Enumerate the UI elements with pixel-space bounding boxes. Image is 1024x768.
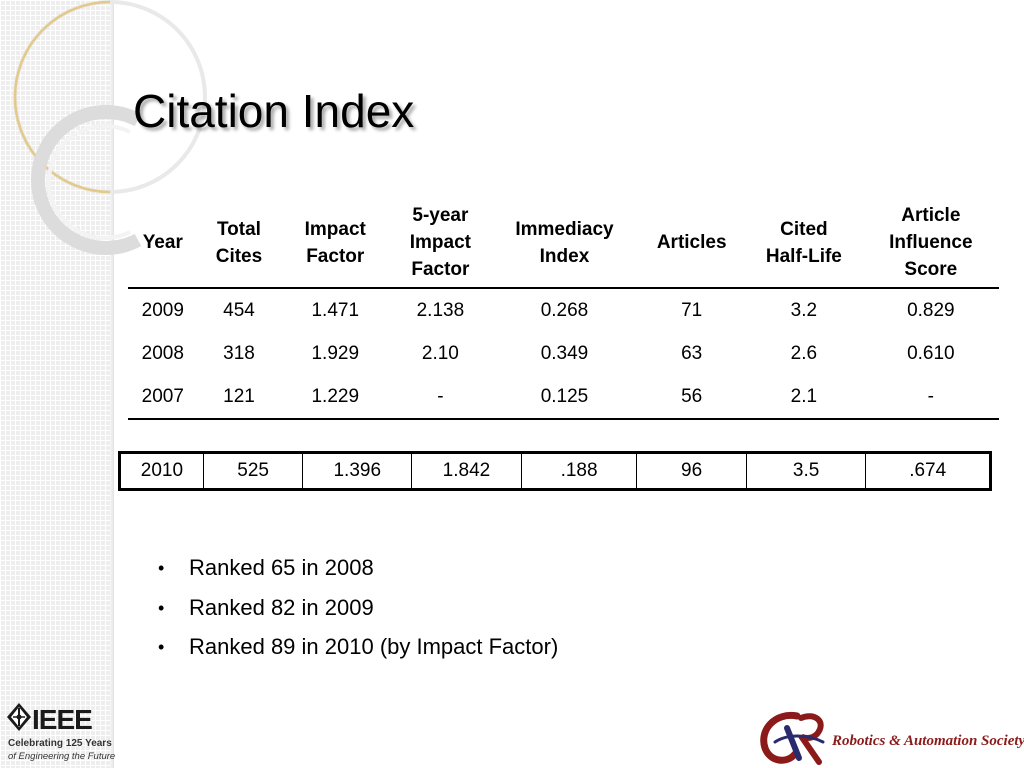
column-header-line: Impact [409,232,471,253]
sidebar-edge [110,0,114,768]
table-cell: 2007 [128,375,198,420]
summary-cell: 1.842 [411,452,522,490]
column-header-line: Influence [889,232,973,253]
table-row: 2007 121 1.229-0.125 56 2.1- [128,375,999,420]
list-item: • Ranked 89 in 2010 (by Impact Factor) [158,632,559,672]
table-cell: 0.268 [540,299,589,321]
ieee-wordmark: IEEE [32,704,93,735]
column-header-line: Immediacy [515,218,614,240]
list-item: • Ranked 82 in 2009 [158,593,558,633]
column-header: Article Influence Score [862,198,999,289]
table-cell: 318 [223,342,255,364]
list-item-text: Ranked 82 in 2009 [189,594,374,620]
table-cell: 2.10 [421,342,459,364]
column-header: Cited Half-Life [745,198,863,289]
citation-table-body: 2009 454 1.471 2.138 0.268 71 3.2 0.829 2008 318 1… [128,288,999,420]
table-cell: 71 [681,299,703,321]
list-item-text: Ranked 65 in 2008 [189,555,374,580]
table-cell: 56 [638,375,746,420]
column-header-line: Half-Life [765,245,842,267]
list-item-text: Ranked 89 in 2010 (by Impact Factor) [189,634,559,659]
citation-table: Year Total Cites Impact Factor 5-year Impact Fa… [128,198,999,420]
table-cell: - [390,375,491,420]
column-header-line: Articles [656,232,727,253]
table-header-row: Year Total Cites Impact Factor 5-year Impact Fa… [128,198,999,289]
column-header: Immediacy Index [490,198,639,289]
summary-cell: 96 [636,452,747,490]
table-cell: 3.2 [790,299,818,321]
summary-cell: .188 [520,452,637,490]
column-header-line: Article [901,205,961,226]
table-cell: 454 [223,299,255,321]
summary-table: 2010 525 1.396 1.842.188 96 3.5.674 [118,451,992,491]
decorative-rings [13,0,207,255]
table-cell: 63 [681,342,703,364]
bullet-dot-icon: • [158,597,165,618]
table-cell: 0.610 [907,342,955,364]
table-cell: 2008 [141,342,184,364]
column-header-line: Score [904,259,958,280]
ranking-list: • Ranked 65 in 2008 • Ranked 82 in 2009 • Ran… [158,553,559,672]
bullet-dot-icon: • [158,637,165,657]
table-cell: 1.929 [311,342,360,364]
column-header-line: Factor [306,245,365,267]
column-header-line: Total [216,218,261,240]
column-header: 5-year Impact Factor [390,198,491,289]
column-header-line: Cited [780,218,828,240]
diamond-kite-icon [7,703,31,731]
summary-cell: 2010 [140,460,184,481]
column-header-line: Factor [411,259,470,280]
table-cell: 0.349 [540,342,589,364]
table-cell: 0.125 [490,375,639,420]
column-header-line: Cites [215,245,263,267]
table-cell: 2.6 [790,342,818,364]
table-cell: 0.829 [907,299,955,321]
summary-cell: 1.396 [302,452,412,490]
column-header-line: Index [539,245,590,267]
column-header: Total Cites [197,198,281,289]
ra-swirl-icon [760,711,825,765]
column-header-line: Impact [304,218,366,240]
table-cell: 2009 [141,299,184,321]
slide-title: Citation Index [133,85,415,137]
bullet-dot-icon: • [158,558,165,578]
table-row: 2009 454 1.471 2.138 0.268 71 3.2 0.829 [128,288,999,332]
table-cell: 2.1 [745,375,863,420]
column-header: Year [128,198,198,289]
summary-cell: .674 [865,452,991,490]
column-header-line: Year [142,232,183,253]
table-row: 2008 318 1.929 2.10 0.349 63 2.6 0.610 [128,332,999,375]
table-cell: 1.471 [311,299,360,321]
ieee-tagline-secondary: of Engineering the Future [8,751,116,762]
column-header-line: 5-year [412,205,469,226]
table-cell: - [862,375,999,420]
list-item: • Ranked 65 in 2008 [158,553,558,593]
summary-row: 2010 525 1.396 1.842.188 96 3.5.674 [120,452,991,490]
table-cell: 2.138 [416,299,465,321]
column-header: Articles [638,198,746,289]
summary-cell: 525 [202,452,303,490]
ieee-tagline-primary: Celebrating 125 Years [8,738,112,749]
table-cell: 121 [197,375,281,420]
table-cell: 1.229 [280,375,391,420]
column-header: Impact Factor [280,198,391,289]
summary-cell: 3.5 [745,452,866,490]
society-name: Robotics & Automation Society [832,733,1024,749]
